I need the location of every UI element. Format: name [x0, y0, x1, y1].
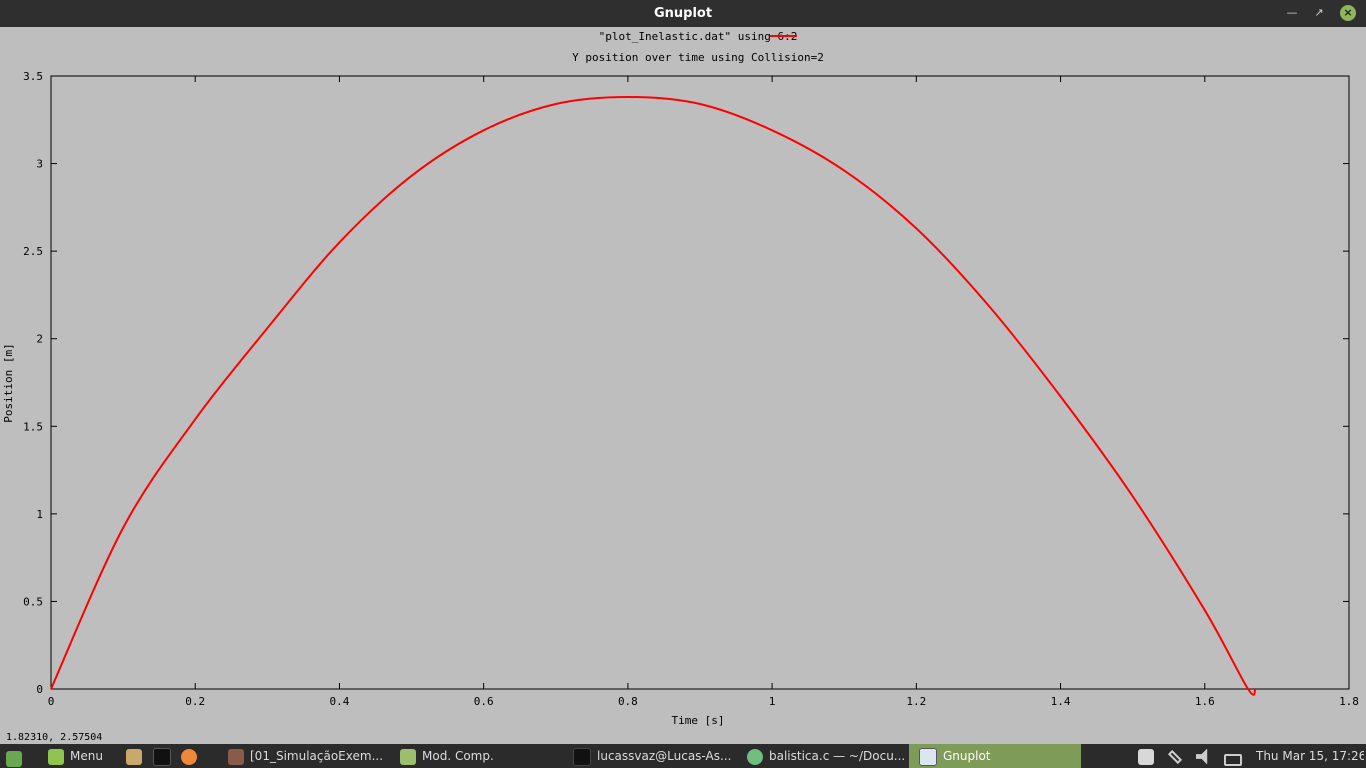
chart-title: Y position over time using Collision=2	[572, 51, 824, 64]
taskbar-item-label: Mod. Comp.	[422, 749, 494, 763]
x-tick-label: 1.6	[1195, 695, 1215, 708]
firefox-icon	[181, 748, 197, 765]
battery-icon	[1224, 753, 1242, 766]
terminal-icon	[573, 747, 591, 766]
taskbar-item-label: lucassvaz@Lucas-As...	[597, 749, 732, 763]
network-tray[interactable]	[1168, 744, 1188, 768]
clock[interactable]: Thu Mar 15, 17:26	[1256, 749, 1364, 763]
menu-label: Menu	[70, 749, 103, 763]
x-tick-label: 1.2	[906, 695, 926, 708]
taskbar-item-document[interactable]: [01_SimulaçãoExem...	[228, 744, 388, 768]
x-tick-label: 0.8	[618, 695, 638, 708]
taskbar-item-label: Gnuplot	[943, 749, 991, 763]
mouse-coordinates: 1.82310, 2.57504	[6, 732, 103, 743]
terminal-launcher[interactable]	[153, 744, 173, 768]
gnuplot-canvas[interactable]: 0 0.2 0.4 0.6 0.8 1 1.2 1.4 1.6 1.8 0 0.5 1 1.5 2 2.5 3…	[0, 27, 1366, 744]
shield-icon	[1138, 748, 1154, 765]
x-tick-label: 1.4	[1051, 695, 1071, 708]
legend-label: "plot_Inelastic.dat" using 6:2	[599, 30, 798, 43]
taskbar-item-editor[interactable]: balistica.c — ~/Docu...	[747, 744, 907, 768]
y-tick-label: 2.5	[23, 245, 43, 258]
document-viewer-icon	[228, 748, 244, 765]
y-tick-label: 2	[36, 333, 43, 346]
x-tick-label: 0.6	[474, 695, 494, 708]
close-button[interactable]: ×	[1340, 5, 1356, 21]
y-tick-label: 3.5	[23, 70, 43, 83]
folder-icon	[400, 748, 416, 765]
show-desktop-button[interactable]	[6, 744, 28, 768]
y-tick-label: 0	[36, 683, 43, 696]
x-tick-label: 1.8	[1339, 695, 1359, 708]
x-tick-label: 0	[48, 695, 55, 708]
y-tick-label: 3	[36, 158, 43, 171]
menu-button[interactable]: Menu	[48, 744, 118, 768]
files-launcher[interactable]	[126, 744, 146, 768]
y-tick-label: 1	[36, 508, 43, 521]
window-titlebar[interactable]: Gnuplot — ↗ ×	[0, 0, 1366, 27]
plot-svg: 0 0.2 0.4 0.6 0.8 1 1.2 1.4 1.6 1.8 0 0.5 1 1.5 2 2.5 3…	[2, 30, 1359, 727]
x-tick-label: 1	[769, 695, 776, 708]
firefox-launcher[interactable]	[181, 744, 203, 768]
taskbar-item-terminal[interactable]: lucassvaz@Lucas-As...	[573, 744, 733, 768]
window-icon	[919, 747, 937, 766]
desktop-icon	[6, 750, 22, 767]
mint-logo-icon	[48, 748, 64, 765]
taskbar-item-label: balistica.c — ~/Docu...	[769, 749, 906, 763]
series-line	[50, 95, 1257, 696]
battery-tray[interactable]	[1224, 744, 1246, 768]
folder-icon	[126, 748, 142, 765]
update-manager-tray[interactable]	[1138, 744, 1158, 768]
maximize-button[interactable]: ↗	[1314, 6, 1324, 19]
x-tick-label: 0.4	[330, 695, 350, 708]
x-axis-label: Time [s]	[672, 714, 725, 727]
volume-icon	[1196, 748, 1208, 765]
y-axis-label: Position [m]	[2, 343, 15, 422]
x-tick-label: 0.2	[185, 695, 205, 708]
volume-tray[interactable]	[1196, 744, 1216, 768]
network-icon	[1168, 749, 1183, 764]
taskbar-item-folder[interactable]: Mod. Comp.	[400, 744, 560, 768]
editor-icon	[747, 748, 763, 765]
window-title: Gnuplot	[653, 6, 713, 21]
y-tick-label: 0.5	[23, 595, 43, 608]
terminal-icon	[153, 747, 171, 766]
taskbar-item-gnuplot[interactable]: Gnuplot	[909, 744, 1081, 768]
plot-border	[50, 75, 1350, 690]
minimize-button[interactable]: —	[1286, 6, 1298, 19]
taskbar: Menu [01_SimulaçãoExem... Mod. Comp. luc…	[0, 744, 1366, 768]
taskbar-item-label: [01_SimulaçãoExem...	[250, 749, 384, 763]
y-tick-label: 1.5	[23, 420, 43, 433]
